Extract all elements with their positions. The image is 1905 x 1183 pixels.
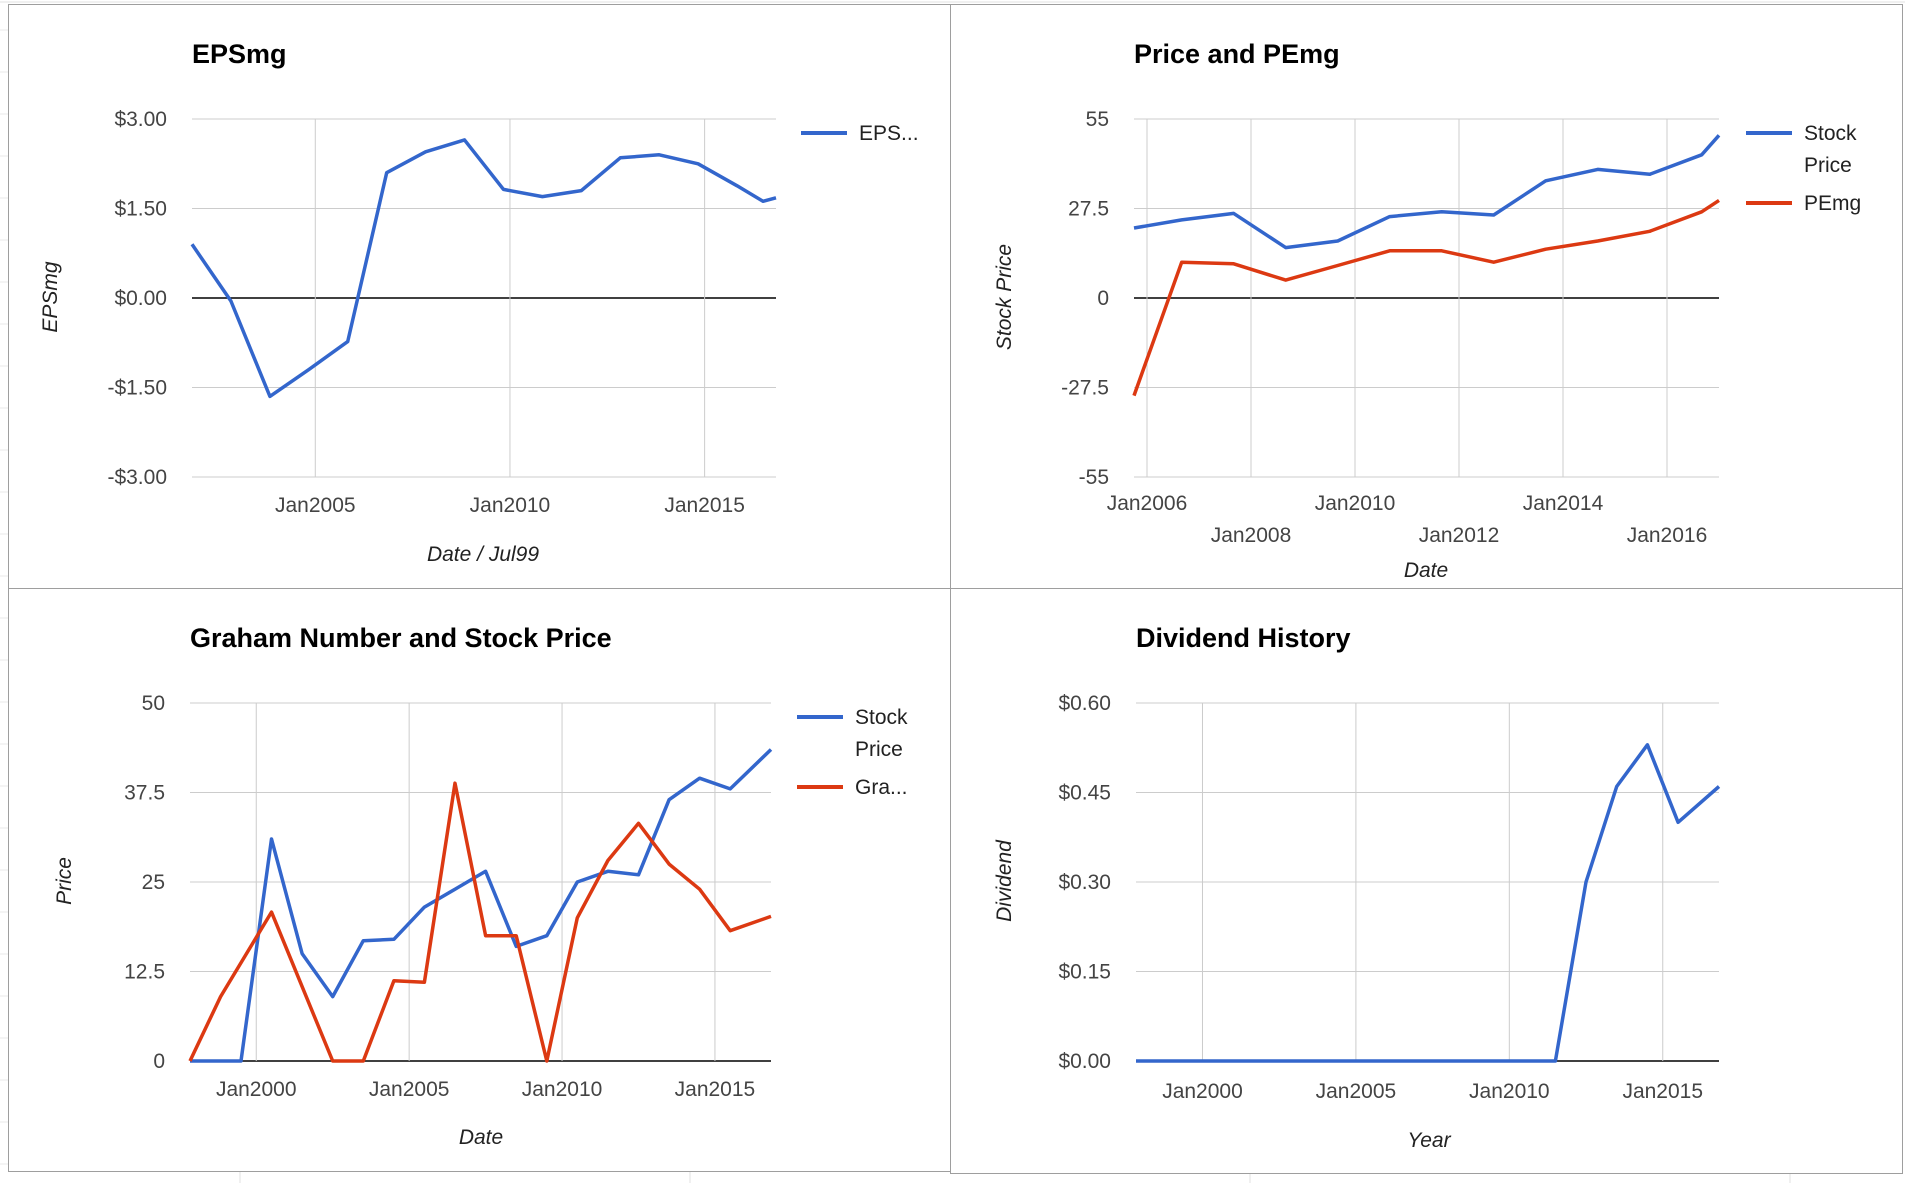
series-lines xyxy=(1132,134,1721,397)
legend: Stock Price PEmg xyxy=(1746,122,1861,215)
chart-title: Dividend History xyxy=(1136,623,1351,653)
legend-label: Stock Price xyxy=(1804,122,1857,177)
x-tick-label: Jan2010 xyxy=(470,494,551,517)
y-tick-labels: $0.60 $0.45 $0.30 $0.15 $0.00 xyxy=(1058,692,1111,1073)
y-tick-label: -55 xyxy=(1079,466,1109,489)
x-tick-label: Jan2016 xyxy=(1627,524,1708,547)
y-tick-labels: $3.00 $1.50 $0.00 -$1.50 -$3.00 xyxy=(107,108,167,489)
y-tick-label: 0 xyxy=(1097,287,1109,310)
x-tick-label: Jan2012 xyxy=(1419,524,1500,547)
x-tick-label: Jan2006 xyxy=(1107,492,1188,515)
y-tick-label: -$1.50 xyxy=(107,377,167,400)
y-tick-label: $0.00 xyxy=(1058,1050,1111,1073)
series-line xyxy=(1132,198,1720,397)
y-tick-label: $0.60 xyxy=(1058,692,1111,715)
series-line xyxy=(190,748,773,1063)
y-tick-label: 50 xyxy=(142,692,165,715)
y-tick-label: -27.5 xyxy=(1061,377,1109,400)
y-axis-title: EPSmg xyxy=(39,261,62,333)
x-axis-title: Date xyxy=(459,1126,503,1149)
y-tick-label: 37.5 xyxy=(124,782,165,805)
y-tick-labels: 55 27.5 0 -27.5 -55 xyxy=(1061,108,1109,489)
chart-panel-epsmg[interactable]: EPSmg $3.00 $1.50 $0.00 -$1.50 -$3.00 Jan200… xyxy=(8,4,951,589)
series-lines xyxy=(190,138,777,399)
x-axis-title: Date / Jul99 xyxy=(427,543,539,566)
y-tick-label: $0.15 xyxy=(1058,961,1111,984)
y-tick-label: $3.00 xyxy=(114,108,167,131)
x-tick-label: Jan2010 xyxy=(522,1078,603,1101)
legend-label: EPS... xyxy=(859,122,919,145)
x-tick-label: Jan2000 xyxy=(1162,1080,1243,1103)
chart-panel-dividend-history[interactable]: Dividend History $0.60 $0.45 $0.30 $0.15 $0.… xyxy=(950,588,1903,1174)
y-axis-title: Dividend xyxy=(993,839,1016,922)
x-axis-title: Year xyxy=(1407,1129,1451,1152)
gridlines xyxy=(1136,702,1719,1062)
legend: EPS... xyxy=(801,122,919,145)
chart-title: Graham Number and Stock Price xyxy=(190,623,612,653)
series-line xyxy=(1136,743,1721,1063)
y-axis-title: Stock Price xyxy=(993,244,1016,350)
gridlines xyxy=(192,118,776,478)
y-tick-label: 0 xyxy=(153,1050,165,1073)
y-tick-label: $1.50 xyxy=(114,198,167,221)
x-tick-labels: Jan2000 Jan2005 Jan2010 Jan2015 xyxy=(1162,1080,1703,1103)
x-tick-label: Jan2015 xyxy=(1622,1080,1703,1103)
y-tick-label: 55 xyxy=(1086,108,1109,131)
chart-graham-number-and-stock-price: Graham Number and Stock Price 50 37.5 25 12… xyxy=(53,623,908,1149)
series-line xyxy=(190,138,777,399)
y-tick-label: $0.30 xyxy=(1058,871,1111,894)
y-tick-labels: 50 37.5 25 12.5 0 xyxy=(124,692,165,1073)
x-tick-label: Jan2015 xyxy=(664,494,745,517)
y-axis-title: Price xyxy=(53,857,76,905)
series-line xyxy=(1133,134,1721,250)
x-tick-label: Jan2010 xyxy=(1315,492,1396,515)
y-tick-label: 12.5 xyxy=(124,961,165,984)
x-axis-title: Date xyxy=(1404,559,1448,582)
x-tick-label: Jan2005 xyxy=(275,494,356,517)
y-tick-label: 27.5 xyxy=(1068,198,1109,221)
legend: Stock Price Gra... xyxy=(797,706,908,799)
legend-label: Gra... xyxy=(855,776,908,799)
chart-title: EPSmg xyxy=(192,39,287,69)
series-line xyxy=(188,781,772,1063)
chart-title: Price and PEmg xyxy=(1134,39,1340,69)
x-tick-labels: Jan2006 Jan2008 Jan2010 Jan2012 Jan2014 Jan20… xyxy=(1107,492,1708,547)
y-tick-label: 25 xyxy=(142,871,165,894)
x-tick-labels: Jan2000 Jan2005 Jan2010 Jan2015 xyxy=(216,1078,755,1101)
x-tick-labels: Jan2005 Jan2010 Jan2015 xyxy=(275,494,745,517)
series-lines xyxy=(188,748,773,1063)
gridlines xyxy=(1134,118,1719,478)
chart-epsmg: EPSmg $3.00 $1.50 $0.00 -$1.50 -$3.00 Jan200… xyxy=(39,39,919,566)
x-tick-label: Jan2008 xyxy=(1211,524,1292,547)
chart-dividend-history: Dividend History $0.60$0.45$0.30$0.15$0.… xyxy=(993,623,1721,1152)
legend-label: PEmg xyxy=(1804,192,1861,215)
x-tick-label: Jan2014 xyxy=(1523,492,1604,515)
series-lines xyxy=(1136,743,1721,1063)
y-tick-label: -$3.00 xyxy=(107,466,167,489)
x-tick-label: Jan2005 xyxy=(1316,1080,1397,1103)
gridlines xyxy=(190,702,771,1062)
x-tick-label: Jan2010 xyxy=(1469,1080,1550,1103)
y-tick-label: $0.00 xyxy=(114,287,167,310)
x-tick-label: Jan2005 xyxy=(369,1078,450,1101)
chart-panel-price-and-pemg[interactable]: Price and PEmg 55 27.5 0 -27.5 -55 Jan2006 Ja… xyxy=(950,4,1903,589)
chart-panel-graham-number-and-stock-price[interactable]: Graham Number and Stock Price 50 37.5 25 12… xyxy=(8,588,951,1172)
y-tick-label: $0.45 xyxy=(1058,782,1111,805)
legend-label: Stock Price xyxy=(855,706,908,761)
x-tick-label: Jan2015 xyxy=(675,1078,756,1101)
x-tick-label: Jan2000 xyxy=(216,1078,297,1101)
